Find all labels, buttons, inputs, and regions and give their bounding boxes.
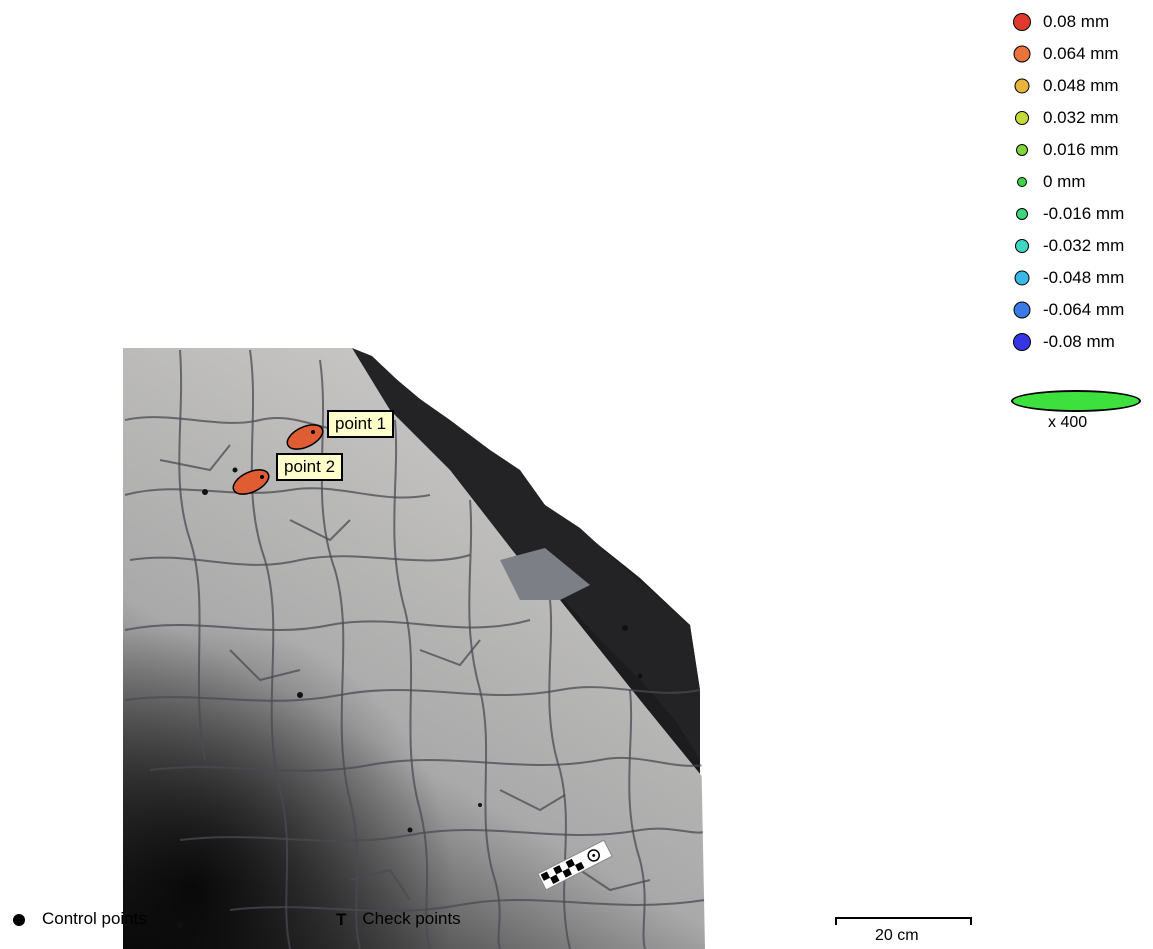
legend-label: 0.048 mm — [1043, 76, 1119, 95]
legend-swatch — [1013, 13, 1031, 31]
legend-item: -0.016 mm — [1010, 198, 1153, 230]
legend-label: 0.08 mm — [1043, 12, 1110, 31]
legend-item: 0.048 mm — [1010, 70, 1153, 102]
legend-swatch — [1017, 177, 1027, 187]
legend-swatch — [1016, 144, 1028, 156]
point-2-center-dot — [260, 475, 264, 479]
error-scale-factor: x 400 — [1048, 414, 1088, 431]
legend-label: -0.048 mm — [1043, 268, 1125, 287]
point-2-marker[interactable] — [230, 465, 273, 499]
error-color-legend: 0.08 mm 0.064 mm 0.048 mm 0.032 mm 0.016… — [1010, 6, 1153, 358]
legend-swatch — [1015, 239, 1029, 253]
legend-item: 0.08 mm — [1010, 6, 1153, 38]
legend-label: -0.08 mm — [1043, 332, 1115, 351]
control-points-label: Control points — [42, 909, 147, 928]
legend-label: 0.032 mm — [1043, 108, 1119, 127]
legend-item: -0.032 mm — [1010, 230, 1153, 262]
legend-item: -0.08 mm — [1010, 326, 1153, 358]
legend-item: 0 mm — [1010, 166, 1153, 198]
point-2-error-ellipse — [232, 469, 270, 495]
legend-item: -0.048 mm — [1010, 262, 1153, 294]
distance-scale-label: 20 cm — [875, 927, 919, 944]
legend-label: 0.016 mm — [1043, 140, 1119, 159]
legend-item: 0.064 mm — [1010, 38, 1153, 70]
pebbles — [177, 467, 643, 928]
check-points-legend: T Check points — [336, 909, 461, 930]
legend-swatch — [1013, 45, 1031, 63]
legend-label: -0.032 mm — [1043, 236, 1125, 255]
legend-swatch — [1015, 111, 1029, 125]
point-1-label[interactable]: point 1 — [327, 410, 395, 438]
check-point-icon: T — [336, 909, 347, 929]
legend-item: 0.016 mm — [1010, 134, 1153, 166]
scale-card — [537, 839, 613, 891]
crack-network — [124, 349, 705, 949]
legend-label: 0.064 mm — [1043, 44, 1119, 63]
legend-swatch — [1013, 333, 1031, 351]
legend-item: 0.032 mm — [1010, 102, 1153, 134]
grey-slab — [500, 548, 590, 600]
control-points-legend: Control points — [13, 909, 147, 929]
point-1-center-dot — [311, 430, 315, 434]
point-1-marker[interactable] — [284, 420, 327, 454]
legend-swatch — [1013, 301, 1031, 319]
distance-scale-bar — [835, 917, 972, 925]
control-point-icon — [13, 913, 25, 926]
legend-label: 0 mm — [1043, 172, 1086, 191]
legend-label: -0.016 mm — [1043, 204, 1125, 223]
legend-swatch — [1014, 270, 1030, 286]
legend-label: -0.064 mm — [1043, 300, 1125, 319]
legend-item: -0.064 mm — [1010, 294, 1153, 326]
legend-swatch — [1014, 78, 1030, 94]
check-points-label: Check points — [362, 909, 461, 928]
legend-swatch — [1016, 208, 1028, 220]
point-2-label[interactable]: point 2 — [276, 453, 344, 481]
error-scale-ellipse — [1011, 390, 1141, 412]
rock-surface — [123, 348, 705, 949]
